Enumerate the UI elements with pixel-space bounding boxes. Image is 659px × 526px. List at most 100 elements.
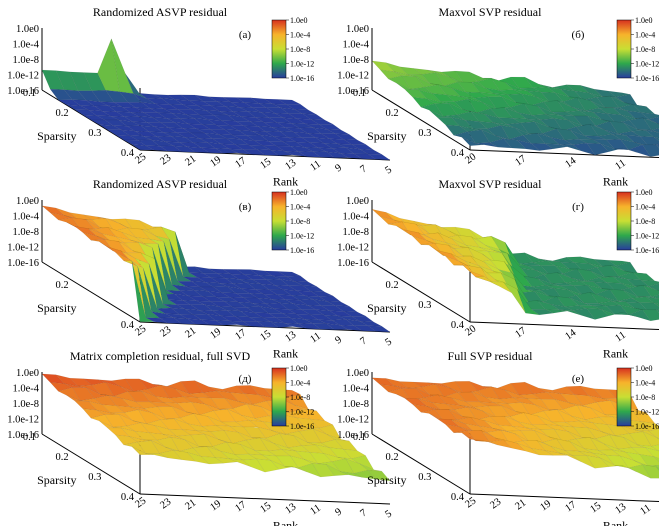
sparsity-axis-line xyxy=(371,89,471,151)
surface-patch xyxy=(656,466,659,472)
sparsity-tick-label: 0.1 xyxy=(23,432,36,443)
surface-patch xyxy=(637,444,659,452)
rank-tick-label: 19 xyxy=(208,326,223,341)
rank-tick-label: 7 xyxy=(358,163,369,175)
z-tick-label: 1.0e-4 xyxy=(342,212,369,223)
rank-tick-label: 23 xyxy=(158,324,173,339)
rank-tick-label: 23 xyxy=(158,496,173,511)
colorbar-gradient xyxy=(271,367,287,427)
colorbar-tick-label: 1.0e-12 xyxy=(290,408,314,417)
rank-axis-line xyxy=(469,493,659,503)
x-axis-title: Sparsity xyxy=(37,129,76,143)
colorbar: 1.0e0 1.0e-4 1.0e-8 1.0e-12 1.0e-16 xyxy=(616,188,659,255)
z-tick-label: 1.0e0 xyxy=(16,24,39,35)
surface-patch xyxy=(637,129,659,133)
sparsity-tick-label: 0.4 xyxy=(451,492,465,503)
colorbar-tick-label: 1.0e0 xyxy=(290,188,308,197)
surface-patch xyxy=(637,296,659,300)
sparsity-tick-label: 0.3 xyxy=(418,128,431,139)
chart-title: Randomized ASVP residual xyxy=(93,5,228,19)
rank-tick-label: 25 xyxy=(463,495,478,510)
colorbar-tick-label: 1.0e-16 xyxy=(290,422,314,431)
sparsity-tick-label: 0.4 xyxy=(121,320,135,331)
rank-tick-label: 9 xyxy=(333,334,344,346)
sparsity-tick-label: 0.1 xyxy=(353,88,366,99)
surface-patch xyxy=(367,469,391,482)
z-tick-label: 1.0e0 xyxy=(346,368,369,379)
sparsity-tick-label: 0.1 xyxy=(23,88,36,99)
z-tick-label: 1.0e-8 xyxy=(342,399,369,410)
rank-tick-label: 7 xyxy=(358,507,369,519)
z-tick-label: 1.0e0 xyxy=(16,196,39,207)
surface xyxy=(41,205,391,333)
surface-patch xyxy=(645,296,659,305)
chart-panel-5: Matrix completion residual, full SVD (д) 1… xyxy=(7,349,394,526)
y-axis-title: Rank xyxy=(273,175,298,189)
rank-tick-label: 5 xyxy=(383,508,394,520)
panel-letter: (г) xyxy=(572,201,584,213)
chart-title: Randomized ASVP residual xyxy=(93,177,228,191)
sparsity-tick-label: 0.1 xyxy=(353,432,366,443)
colorbar-tick-label: 1.0e-4 xyxy=(290,379,310,388)
z-tick-label: 1.0e-16 xyxy=(337,86,369,97)
rank-tick-label: 21 xyxy=(183,153,198,168)
rank-tick-label: 19 xyxy=(208,154,223,169)
z-tick-label: 1.0e-8 xyxy=(12,55,39,66)
colorbar-tick-label: 1.0e-8 xyxy=(635,393,655,402)
rank-tick-label: 25 xyxy=(133,323,148,338)
rank-tick-label: 13 xyxy=(283,329,298,344)
y-axis-title: Rank xyxy=(273,347,298,361)
sparsity-tick-label: 0.2 xyxy=(56,280,69,291)
z-tick-label: 1.0e-4 xyxy=(12,40,39,51)
surface-patch xyxy=(648,428,659,439)
x-axis-title: Sparsity xyxy=(367,473,406,487)
rank-axis-line xyxy=(469,321,659,331)
colorbar-tick-label: 1.0e-4 xyxy=(635,379,655,388)
colorbar-tick-label: 1.0e-8 xyxy=(290,217,310,226)
z-tick-label: 1.0e-12 xyxy=(7,71,39,82)
rank-tick-label: 11 xyxy=(308,331,323,346)
sparsity-axis-line xyxy=(371,433,471,495)
rank-tick-label: 14 xyxy=(563,155,579,170)
rank-tick-label: 14 xyxy=(563,327,579,342)
rank-tick-label: 11 xyxy=(613,330,628,345)
y-axis-title: Rank xyxy=(603,347,628,361)
rank-tick-label: 20 xyxy=(463,151,478,166)
surface-patch xyxy=(639,454,659,467)
rank-tick-label: 5 xyxy=(383,336,394,348)
rank-tick-label: 7 xyxy=(358,335,369,347)
x-axis-title: Sparsity xyxy=(37,473,76,487)
rank-tick-label: 17 xyxy=(233,499,248,514)
z-tick-label: 1.0e0 xyxy=(16,368,39,379)
chart-panel-3: Randomized ASVP residual(в)1.0e01.0e-41.… xyxy=(7,177,394,361)
rank-tick-label: 23 xyxy=(158,152,173,167)
surface-patch xyxy=(653,456,659,463)
x-axis-title: Sparsity xyxy=(367,129,406,143)
colorbar-tick-label: 1.0e-4 xyxy=(290,203,310,212)
sparsity-axis-line xyxy=(371,261,471,323)
rank-tick-label: 11 xyxy=(308,159,323,174)
surface-patch xyxy=(367,325,391,333)
colorbar-tick-label: 1.0e0 xyxy=(290,16,308,25)
z-tick-label: 1.0e-12 xyxy=(337,71,369,82)
colorbar-tick-label: 1.0e0 xyxy=(635,16,653,25)
z-tick-label: 1.0e-8 xyxy=(12,399,39,410)
colorbar: 1.0e0 1.0e-4 1.0e-8 1.0e-12 1.0e-16 xyxy=(616,16,659,83)
chart-panel-1: Randomized ASVP residual (а) 1.0e0 1.0e-4 1.… xyxy=(7,5,394,189)
z-tick-label: 1.0e-16 xyxy=(7,430,39,441)
colorbar-tick-label: 1.0e-16 xyxy=(635,74,659,83)
panel-letter: (б) xyxy=(572,29,585,41)
rank-tick-label: 13 xyxy=(283,157,298,172)
panel-letter: (а) xyxy=(239,29,252,41)
rank-tick-label: 17 xyxy=(513,153,528,168)
sparsity-axis-line xyxy=(41,433,141,495)
chart-panel-4: Maxvol SVP residual(г)1.0e01.0e-41.0e-81… xyxy=(337,177,659,361)
surface-patch xyxy=(642,117,659,131)
colorbar-gradient xyxy=(616,367,632,427)
sparsity-tick-label: 0.2 xyxy=(386,452,399,463)
panel-letter: (е) xyxy=(572,373,585,385)
sparsity-tick-label: 0.2 xyxy=(386,280,399,291)
surface-patch xyxy=(640,112,659,120)
rank-tick-label: 15 xyxy=(258,500,273,515)
z-tick-label: 1.0e-12 xyxy=(7,243,39,254)
